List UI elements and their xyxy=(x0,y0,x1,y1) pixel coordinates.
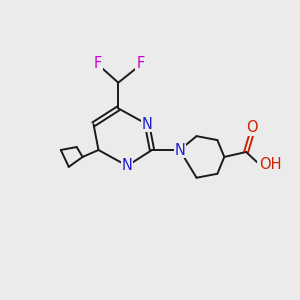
Text: OH: OH xyxy=(259,158,281,172)
Text: F: F xyxy=(137,56,145,71)
Text: N: N xyxy=(142,117,152,132)
Text: N: N xyxy=(122,158,133,173)
Text: O: O xyxy=(246,120,258,135)
Text: N: N xyxy=(174,142,185,158)
Text: F: F xyxy=(93,56,102,71)
